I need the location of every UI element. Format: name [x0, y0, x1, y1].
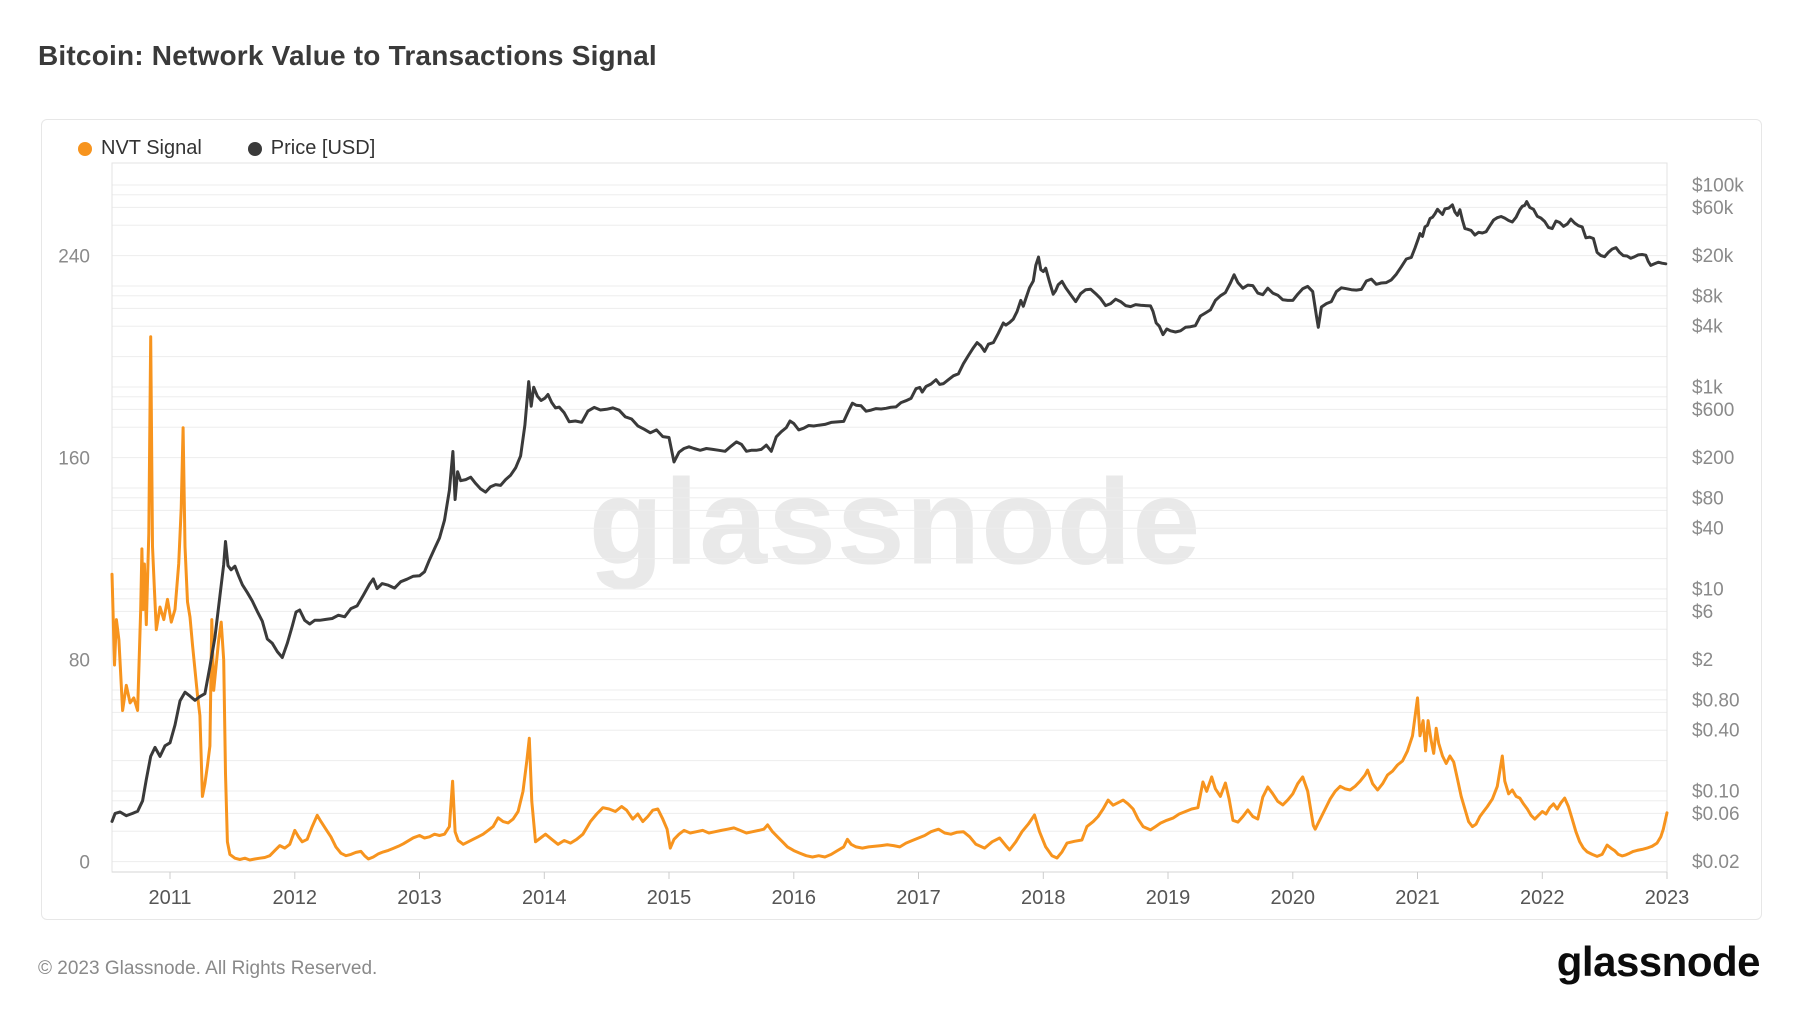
left-tick-label: 80: [69, 651, 90, 672]
left-tick-label: 240: [58, 247, 90, 268]
left-axis-labels: 0 80 160 240: [58, 247, 90, 874]
right-tick-label: $600: [1692, 400, 1734, 421]
right-tick-label: $0.40: [1692, 721, 1740, 742]
legend-label: NVT Signal: [101, 137, 202, 159]
right-tick-label: $6: [1692, 602, 1713, 623]
page-title: Bitcoin: Network Value to Transactions S…: [38, 40, 657, 71]
x-tick-label: 2012: [273, 887, 318, 909]
price-usd-dot-icon: [247, 141, 262, 156]
right-axis-labels: $100k$60k$20k$8k$4k$1k$600$200$80$40$10$…: [1692, 176, 1744, 874]
x-tick-label: 2011: [148, 887, 191, 909]
glassnode-watermark: glassnode: [589, 451, 1201, 591]
nvt-signal-dot-icon: [78, 141, 92, 156]
right-tick-label: $100k: [1692, 176, 1744, 197]
x-axis-labels: 2011 2012 2013 2014 2015 2016 2017 2018 2019 2020…: [148, 872, 1689, 909]
right-tick-label: $0.06: [1692, 804, 1740, 825]
right-tick-label: $80: [1692, 488, 1724, 509]
x-tick-label: 2023: [1645, 887, 1690, 909]
right-tick-label: $0.10: [1692, 782, 1740, 803]
price-usd-line[interactable]: [110, 200, 1668, 823]
right-tick-label: $2: [1692, 650, 1713, 671]
x-tick-label: 2020: [1271, 887, 1316, 909]
plot-area[interactable]: [112, 163, 1667, 872]
x-tick-label: 2022: [1520, 887, 1565, 909]
right-tick-label: $0.80: [1692, 690, 1740, 711]
x-tick-label: 2013: [397, 887, 442, 909]
legend-item-nvt-signal[interactable]: NVT Signal: [78, 137, 202, 160]
legend-label: Price [USD]: [270, 137, 376, 159]
x-tick-label: 2014: [522, 887, 567, 909]
right-tick-label: $10: [1692, 580, 1724, 601]
gridlines: [112, 184, 1667, 863]
legend-item-price-usd[interactable]: Price [USD]: [247, 137, 376, 160]
right-tick-label: $1k: [1692, 378, 1723, 399]
glassnode-logo[interactable]: glassnode: [1556, 938, 1761, 985]
right-tick-label: $4k: [1692, 317, 1723, 338]
copyright-note: © 2023 Glassnode. All Rights Reserved.: [38, 958, 378, 979]
left-tick-label: 160: [58, 449, 90, 470]
right-tick-label: $8k: [1692, 286, 1723, 307]
x-tick-label: 2019: [1146, 887, 1191, 909]
legend: NVT Signal Price [USD]: [78, 137, 375, 160]
x-tick-label: 2017: [896, 887, 941, 909]
chart-card: [41, 119, 1762, 920]
x-tick-label: 2015: [647, 887, 692, 909]
right-tick-label: $20k: [1692, 246, 1734, 267]
nvt-signal-line[interactable]: [110, 335, 1669, 862]
left-tick-label: 0: [79, 853, 90, 874]
right-tick-label: $0.02: [1692, 852, 1740, 873]
x-tick-label: 2021: [1395, 887, 1440, 909]
x-tick-label: 2018: [1021, 887, 1066, 909]
right-tick-label: $200: [1692, 448, 1734, 469]
x-tick-label: 2016: [772, 887, 817, 909]
series-nvt-signal: [110, 335, 1669, 862]
right-tick-label: $60k: [1692, 198, 1734, 219]
right-tick-label: $40: [1692, 519, 1724, 540]
series-price-usd: [110, 200, 1668, 823]
